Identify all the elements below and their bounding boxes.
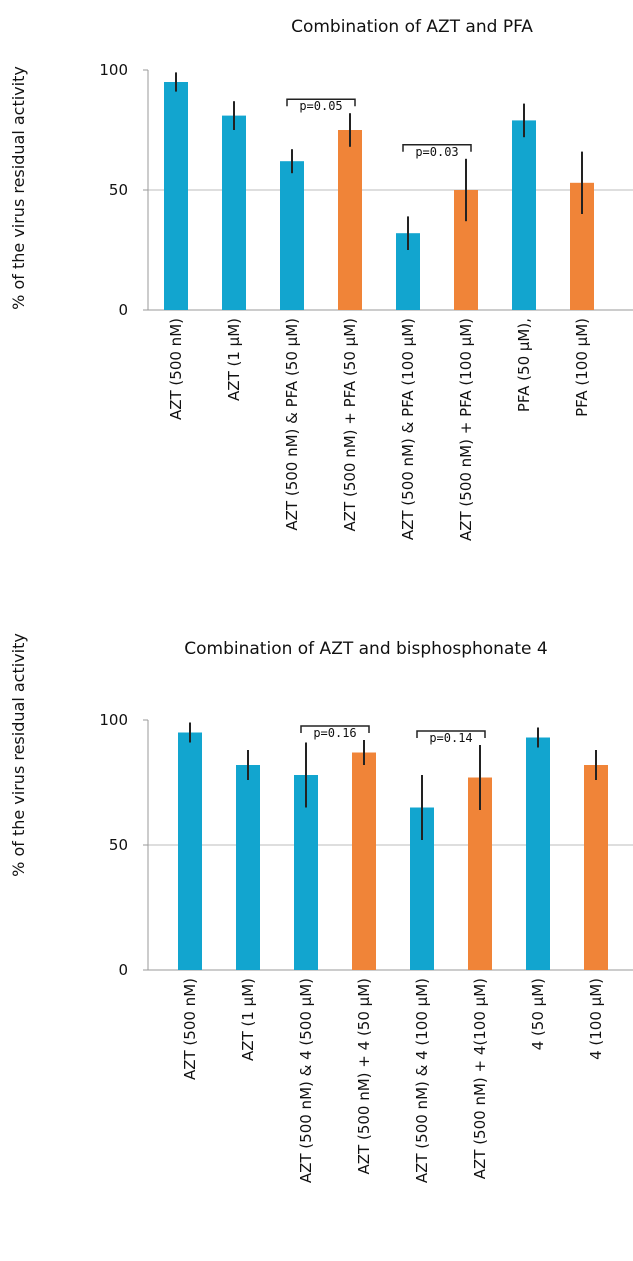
y-axis-label: % of the virus residual activity [9,633,28,877]
category-label: AZT (500 nM) + PFA (50 μM) [341,318,359,532]
y-tick-label: 100 [99,711,128,729]
category-label: AZT (1 μM) [225,318,243,401]
category-label: 4 (50 μM) [529,978,547,1050]
category-label: AZT (500 nM) [167,318,185,420]
bar [222,115,246,310]
category-label: AZT (500 nM) & 4 (100 μM) [413,978,431,1183]
chart-azt-bisphosphonate: Combination of AZT and bisphosphonate 4%… [9,633,633,1183]
bar [352,752,376,970]
category-label: AZT (1 μM) [239,978,257,1061]
significance-bracket [416,730,486,738]
bar [512,120,536,311]
bar [164,82,188,310]
y-tick-label: 50 [109,181,128,199]
bar [280,161,304,310]
p-value-label: p=0.05 [299,99,342,113]
bar [526,737,550,970]
y-tick-label: 0 [118,301,128,319]
category-label: AZT (500 nM) & PFA (50 μM) [283,318,301,531]
y-tick-label: 50 [109,836,128,854]
bar [338,130,362,310]
significance-bracket [300,725,370,733]
p-value-label: p=0.14 [429,731,472,745]
chart-title: Combination of AZT and PFA [291,17,533,37]
bar [584,765,608,970]
p-value-label: p=0.16 [313,726,356,740]
category-label: AZT (500 nM) + 4(100 μM) [471,978,489,1179]
y-axis-label: % of the virus residual activity [9,66,28,310]
significance-bracket [286,98,356,107]
bar [236,765,260,970]
category-label: AZT (500 nM) + 4 (50 μM) [355,978,373,1174]
category-label: AZT (500 nM) + PFA (100 μM) [457,318,475,541]
p-value-label: p=0.03 [415,145,458,159]
significance-bracket [402,144,472,152]
category-label: AZT (500 nM) [181,978,199,1080]
category-label: AZT (500 nM) & 4 (500 μM) [297,978,315,1183]
bar [178,732,202,970]
y-tick-label: 0 [118,961,128,979]
chart-azt-pfa: Combination of AZT and PFA % of the virus… [9,17,633,541]
category-label: PFA (100 μM) [573,318,591,417]
category-label: 4 (100 μM) [587,978,605,1060]
category-label: PFA (50 μM), [515,318,533,412]
chart-title: Combination of AZT and bisphosphonate 4 [184,639,547,659]
category-label: AZT (500 nM) & PFA (100 μM) [399,318,417,540]
y-tick-label: 100 [99,61,128,79]
